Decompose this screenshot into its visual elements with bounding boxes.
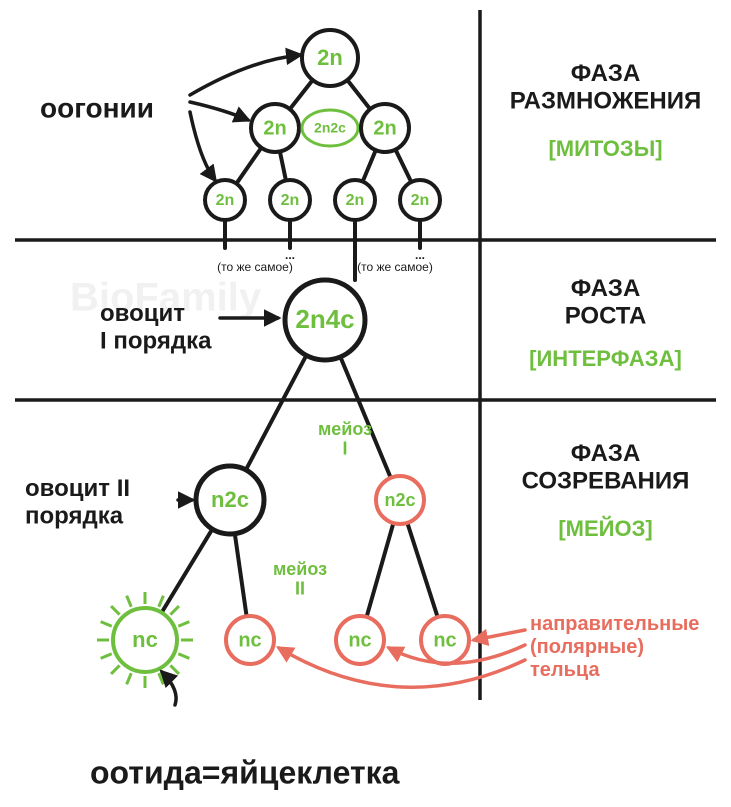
same-note-1: (то же самое) [357,260,433,274]
cell-text-mid_c: 2n2c [314,120,346,136]
meiosis-sub-1: II [295,579,305,599]
meiosis-sub-0: I [342,439,347,459]
label-result: оотида=яйцеклетка [90,754,400,790]
phase-sub-0: [МИТОЗЫ] [548,136,662,161]
cell-text-pb2b: nc [348,629,371,651]
phase-sub-1: [ИНТЕРФАЗА] [529,346,682,371]
cell-text-pb2c: nc [433,629,456,651]
meiosis-label-0: мейоз [318,419,372,439]
cell-text-mid_r: 2n [373,117,396,139]
cell-text-b1: 2n [216,192,235,209]
meiosis-label-1: мейоз [273,559,327,579]
cell-text-egg: nc [132,627,158,652]
cell-text-pb2a: nc [238,629,261,651]
phase-title-1: ФАЗАРОСТА [565,275,647,330]
cell-text-b4: 2n [411,192,430,209]
cell-text-oo2: n2c [211,487,249,512]
same-note-0: (то же самое) [217,260,293,274]
cell-text-pb1: n2c [384,490,415,510]
label-oogonia: оогонии [40,92,154,123]
cell-text-b2: 2n [281,192,300,209]
cell-text-b3: 2n [346,192,365,209]
cell-text-mid_l: 2n [263,117,286,139]
cell-text-top: 2n [317,45,343,70]
phase-sub-2: [МЕЙОЗ] [558,516,652,541]
cell-text-growth: 2n4c [295,304,354,334]
label-ovocyte2: овоцит IIпорядка [25,475,130,530]
